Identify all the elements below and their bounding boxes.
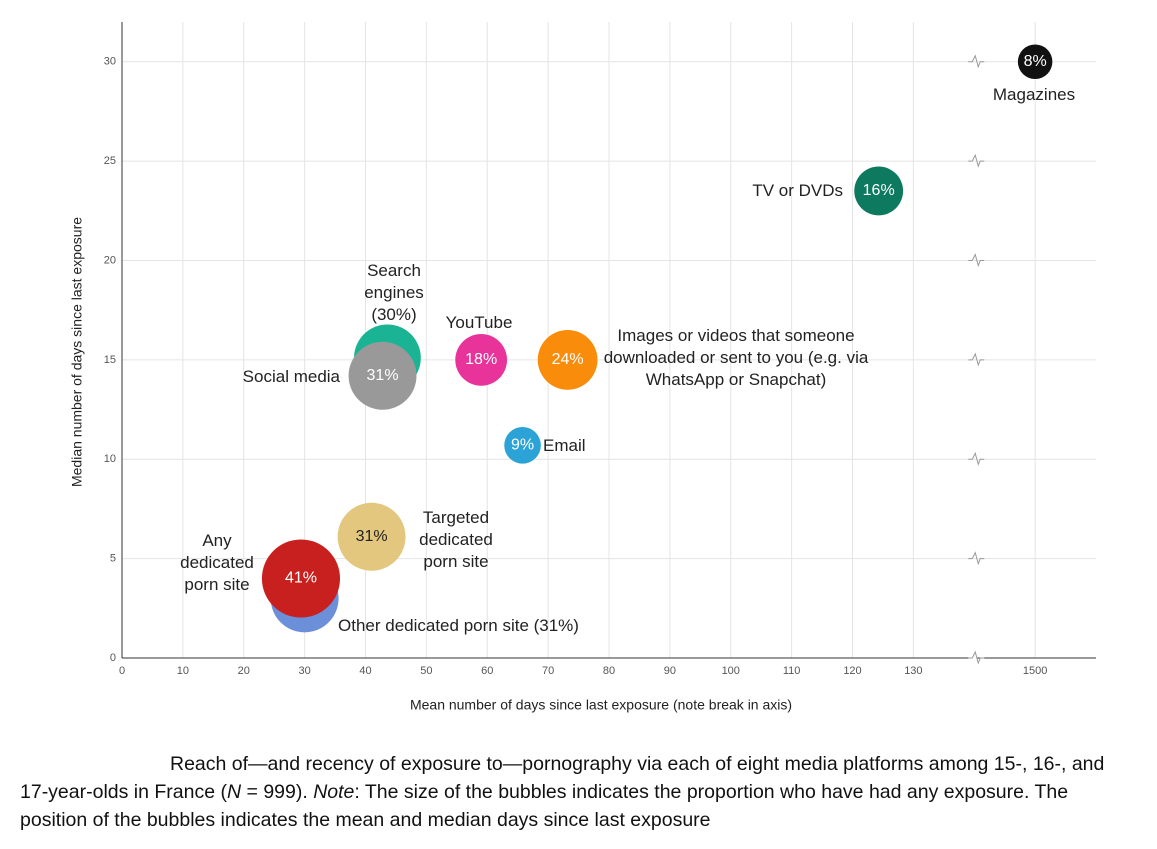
x-tick-label: 30 <box>299 665 311 677</box>
axis-break <box>968 253 985 268</box>
point-name: TV or DVDs <box>752 181 843 200</box>
axis-break <box>968 54 985 69</box>
axis-break <box>968 551 985 566</box>
x-tick-label: 40 <box>359 665 371 677</box>
caption-text: : The size of the bubbles indicates the … <box>20 781 1069 831</box>
point-name: YouTube <box>445 313 513 332</box>
x-tick-label: 130 <box>904 665 922 677</box>
bubble-label: 9% <box>511 437 534 454</box>
bubble <box>261 539 341 618</box>
bubble-label: 41% <box>285 570 317 587</box>
y-tick-label: 5 <box>110 553 116 565</box>
y-axis-label: Median number of days since last exposur… <box>69 217 85 487</box>
x-tick-label: 10 <box>177 665 189 677</box>
point-name: Images or videos that someone downloaded… <box>603 326 869 389</box>
x-tick-label: 0 <box>119 665 125 677</box>
bubble <box>348 341 417 410</box>
x-tick-label: 90 <box>664 665 676 677</box>
y-tick-label: 30 <box>104 56 116 68</box>
y-tick-label: 0 <box>110 652 116 664</box>
x-tick-label: 120 <box>843 665 861 677</box>
bubble-label: 8% <box>1024 53 1047 70</box>
y-tick-label: 10 <box>104 453 116 465</box>
caption-text: = 999). <box>241 781 314 803</box>
bubble <box>1017 44 1053 80</box>
x-tick-label: 50 <box>420 665 432 677</box>
caption-text: Note <box>313 781 355 803</box>
point-name: Any dedicated porn site <box>180 531 254 594</box>
caption-text: Reach of—and recency of exposure to—porn… <box>20 753 1105 803</box>
x-tick-label: 80 <box>603 665 615 677</box>
point-name: Social media <box>242 367 340 386</box>
bubble <box>504 427 541 464</box>
bubble <box>455 333 508 386</box>
axis-break <box>968 451 985 466</box>
caption-text: N <box>227 781 242 803</box>
y-tick-label: 15 <box>104 354 116 366</box>
bubble <box>337 502 406 571</box>
x-tick-label: 60 <box>481 665 493 677</box>
point-name: Magazines <box>992 85 1076 104</box>
axis-break-gap <box>971 656 978 660</box>
axis-break <box>968 650 985 665</box>
bubble-label: 18% <box>465 351 497 368</box>
y-tick-label: 25 <box>104 155 116 167</box>
chart: Mean number of days since last exposure … <box>69 22 1096 713</box>
bubble-label: 16% <box>863 182 895 199</box>
axis-break <box>968 352 985 367</box>
x-tick-label: 70 <box>542 665 554 677</box>
bubble <box>537 329 598 390</box>
bubble <box>854 166 904 216</box>
bubble-label: 31% <box>356 528 388 545</box>
x-axis-label: Mean number of days since last exposure … <box>410 697 792 713</box>
x-tick-label: 20 <box>238 665 250 677</box>
point-name: Search engines (30%) <box>364 261 424 324</box>
bubble-label: 24% <box>552 351 584 368</box>
x-tick-label: 1500 <box>1023 665 1047 677</box>
x-tick-label: 100 <box>722 665 740 677</box>
y-tick-label: 20 <box>104 254 116 266</box>
axis-break <box>968 153 985 168</box>
caption: Reach of—and recency of exposure to—porn… <box>20 750 1135 834</box>
point-name: Email <box>543 436 586 455</box>
bubble-label: 31% <box>367 367 399 384</box>
point-name: Targeted dedicated porn site <box>419 508 493 571</box>
point-name: Other dedicated porn site (31%) <box>338 616 579 635</box>
x-tick-label: 110 <box>783 665 801 677</box>
